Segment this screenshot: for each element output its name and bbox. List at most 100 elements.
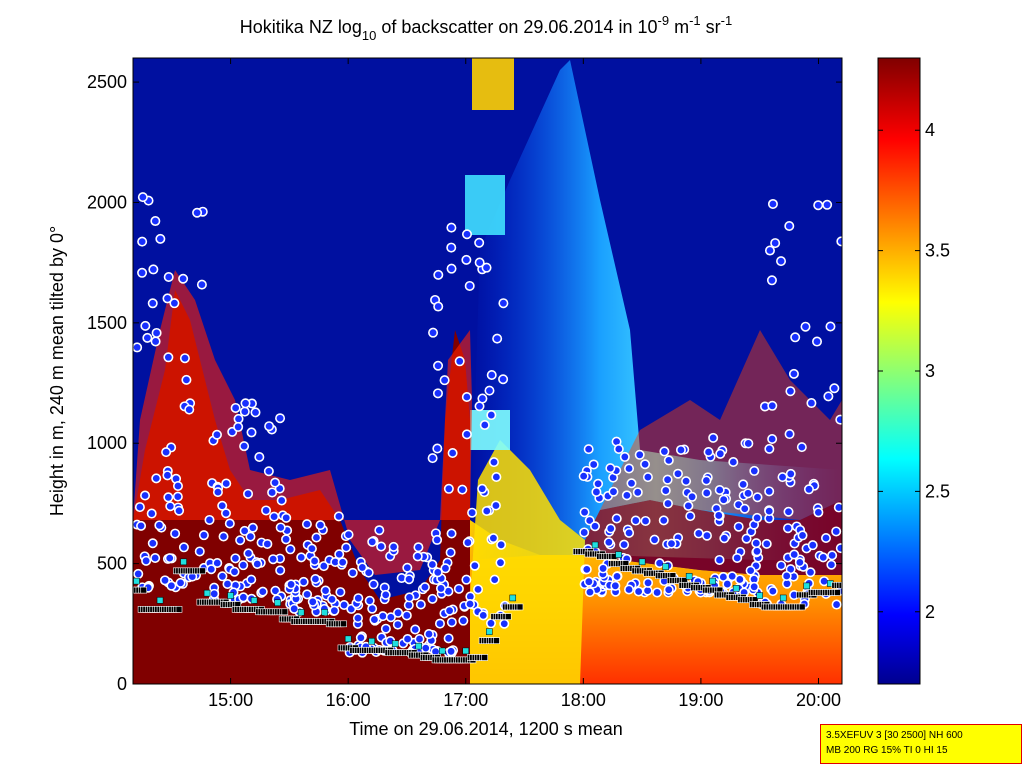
detection-point — [334, 549, 345, 560]
detection-point — [593, 478, 604, 489]
detection-point — [481, 262, 492, 273]
detection-point — [427, 559, 438, 570]
detection-point — [285, 544, 296, 555]
detection-point — [209, 588, 220, 599]
cloud-base-marker — [844, 582, 850, 588]
detection-point — [478, 610, 489, 621]
detection-point — [307, 596, 318, 607]
heatmap-boundary-layer-left-fringe — [133, 270, 472, 575]
detection-point — [194, 546, 205, 557]
detection-point — [477, 393, 488, 404]
detection-point — [827, 550, 838, 561]
detection-point — [829, 383, 840, 394]
detection-point — [624, 527, 635, 538]
x-tick-label: 17:00 — [443, 690, 488, 710]
detection-point — [491, 471, 502, 482]
detection-point — [414, 633, 425, 644]
cloud-base-marker — [140, 586, 148, 594]
detection-point — [708, 432, 719, 443]
cloud-base-marker-alt — [250, 597, 258, 604]
detection-point — [427, 453, 438, 464]
detection-point — [488, 533, 499, 544]
detection-point — [767, 433, 778, 444]
cloud-base-marker-alt — [709, 577, 716, 585]
cloud-base-marker — [175, 606, 183, 613]
detection-point — [652, 587, 663, 598]
detection-point — [752, 546, 763, 557]
detection-point — [770, 238, 781, 249]
detection-point — [267, 487, 278, 498]
detection-point — [612, 571, 623, 582]
info-line-2: MB 200 RG 15% TI 0 HI 15 — [826, 745, 948, 756]
detection-point — [263, 466, 274, 477]
detection-point — [643, 577, 654, 588]
detection-point — [783, 506, 794, 517]
detection-point — [428, 327, 439, 338]
detection-point — [388, 541, 399, 552]
detection-point — [461, 229, 472, 240]
detection-point — [311, 532, 322, 543]
detection-point — [446, 242, 457, 253]
colorbar-tick-label: 4 — [925, 120, 935, 140]
detection-point — [713, 510, 724, 521]
detection-point — [621, 490, 632, 501]
detection-point — [174, 505, 185, 516]
cloud-base-marker — [481, 654, 489, 661]
detection-point — [413, 542, 424, 553]
detection-point — [794, 557, 805, 568]
detection-point — [836, 236, 842, 247]
detection-point — [782, 523, 793, 534]
cloud-base-marker-alt — [133, 577, 140, 585]
detection-point — [624, 463, 635, 474]
colorbar — [877, 57, 921, 685]
detection-point — [751, 538, 762, 549]
detection-point — [164, 553, 175, 564]
detection-point — [326, 594, 337, 605]
detection-point — [289, 603, 300, 614]
detection-point — [239, 406, 250, 417]
detection-point — [781, 570, 792, 581]
detection-point — [163, 492, 174, 503]
detection-point — [262, 538, 273, 549]
detection-point — [247, 522, 258, 533]
detection-point — [233, 413, 244, 424]
detection-point — [240, 398, 251, 409]
detection-point — [163, 352, 174, 363]
detection-point — [155, 233, 166, 244]
cloud-base-marker-alt — [180, 558, 187, 566]
detection-point — [281, 534, 292, 545]
chart-title: Hokitika NZ log10 of backscatter on 29.0… — [240, 13, 732, 43]
detection-point — [337, 557, 348, 568]
detection-point — [683, 500, 694, 511]
detection-point — [192, 207, 203, 218]
detection-point — [807, 540, 818, 551]
y-tick-label: 2500 — [87, 72, 127, 92]
detection-point — [410, 624, 421, 635]
detection-point — [457, 484, 468, 495]
detection-point — [446, 646, 457, 657]
detection-point — [196, 279, 207, 290]
detection-point — [738, 479, 749, 490]
detection-point — [355, 632, 366, 643]
detection-point — [221, 478, 232, 489]
cloud-base-marker-alt — [803, 582, 810, 590]
detection-point — [820, 532, 831, 543]
detection-point — [761, 538, 772, 549]
detection-point — [146, 508, 157, 519]
detection-point — [579, 507, 590, 518]
detection-point — [446, 263, 457, 274]
detection-point — [701, 475, 712, 486]
detection-point — [715, 448, 726, 459]
detection-point — [743, 438, 754, 449]
cloud-base-marker-alt — [415, 642, 422, 650]
detection-point — [764, 245, 775, 256]
detection-point — [662, 498, 673, 509]
cloud-base-marker-alt — [732, 585, 740, 592]
info-box: 3.5XEFUV 3 [30 2500] NH 600 MB 200 RG 15… — [820, 724, 1022, 764]
detection-point — [465, 599, 476, 610]
detection-point — [140, 490, 151, 501]
detection-point — [140, 320, 151, 331]
detection-point — [166, 580, 177, 591]
detection-point — [385, 612, 396, 623]
